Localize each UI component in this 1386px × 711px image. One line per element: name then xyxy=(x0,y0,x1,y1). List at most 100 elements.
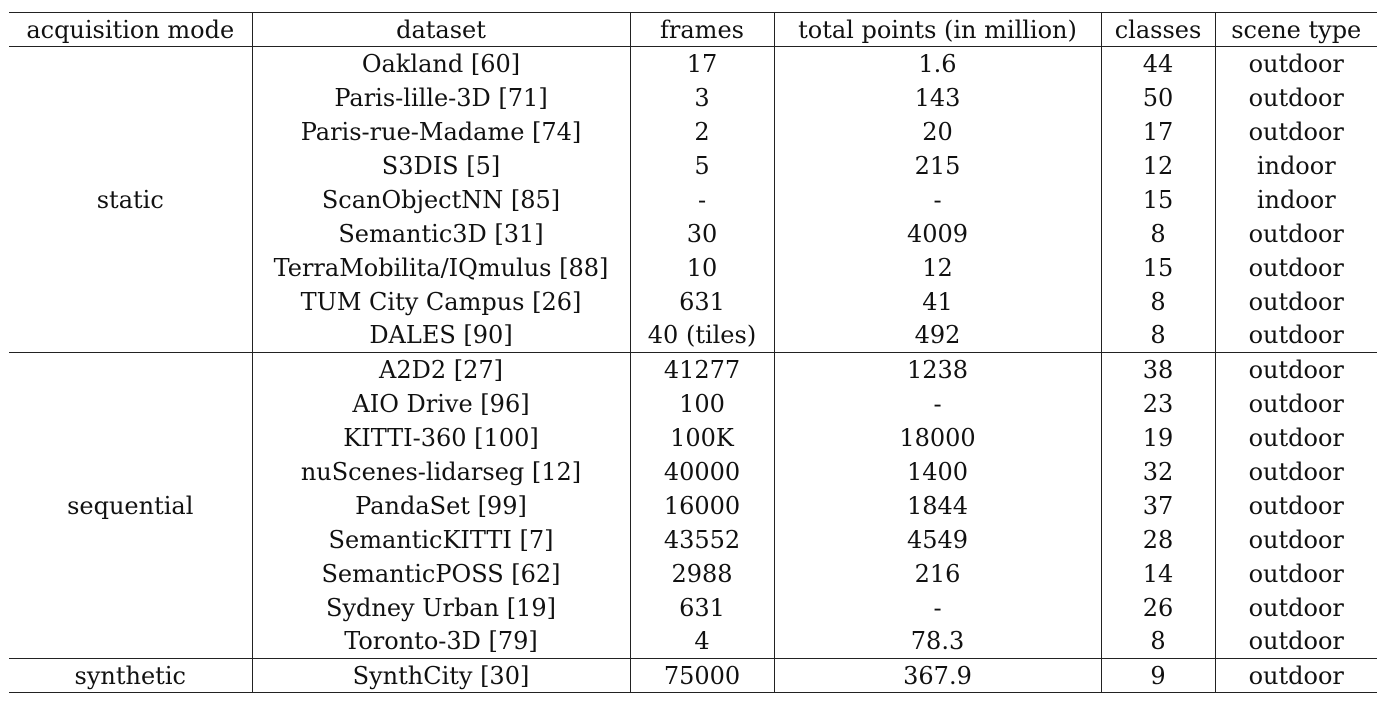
table-row: SemanticKITTI [7] 43552 4549 28 outdoor xyxy=(9,522,1377,557)
table-row: sequential A2D2 [27] 41277 1238 38 outdoor xyxy=(9,352,1377,659)
frames-cell: 75000 xyxy=(629,658,774,693)
total-points-cell: 4009 xyxy=(773,216,1101,251)
total-points-cell: 215 xyxy=(773,148,1101,183)
frames-cell: 5 xyxy=(629,148,774,183)
scene-type-cell: outdoor xyxy=(1214,624,1377,659)
table-row: Paris-rue-Madame [74] 2 20 17 outdoor xyxy=(9,114,1377,149)
frames-cell: 30 xyxy=(629,216,774,251)
total-points-cell: - xyxy=(773,386,1101,421)
total-points-cell: 4549 xyxy=(773,522,1101,557)
classes-cell: 37 xyxy=(1100,488,1215,523)
classes-cell: 8 xyxy=(1100,216,1215,251)
table-row: DALES [90] 40 (tiles) 492 8 outdoor xyxy=(9,318,1377,353)
classes-cell: 26 xyxy=(1100,590,1215,625)
header-total-points: total points (in million) xyxy=(773,12,1101,47)
table-row: synthetic SynthCity [30] 75000 367.9 9 outdoo… xyxy=(9,658,1377,693)
scene-type-cell: indoor xyxy=(1214,148,1377,183)
scene-type-cell: outdoor xyxy=(1214,216,1377,251)
classes-cell: 28 xyxy=(1100,522,1215,557)
classes-cell: 8 xyxy=(1100,284,1215,319)
total-points-cell: 12 xyxy=(773,250,1101,285)
frames-cell: 2988 xyxy=(629,556,774,591)
classes-cell: 14 xyxy=(1100,556,1215,591)
classes-cell: 12 xyxy=(1100,148,1215,183)
dataset-cell: TUM City Campus [26] xyxy=(251,284,630,319)
table-row: PandaSet [99] 16000 1844 37 outdoor xyxy=(9,488,1377,523)
total-points-cell: 1400 xyxy=(773,454,1101,489)
total-points-cell: 367.9 xyxy=(773,658,1101,693)
dataset-cell: TerraMobilita/IQmulus [88] xyxy=(251,250,630,285)
total-points-cell: - xyxy=(773,182,1101,217)
scene-type-cell: outdoor xyxy=(1214,488,1377,523)
scene-type-cell: outdoor xyxy=(1214,454,1377,489)
scene-type-cell: outdoor xyxy=(1214,80,1377,115)
frames-cell: 16000 xyxy=(629,488,774,523)
table-row: KITTI-360 [100] 100K 18000 19 outdoor xyxy=(9,420,1377,455)
header-classes: classes xyxy=(1100,12,1215,47)
classes-cell: 44 xyxy=(1100,46,1215,81)
dataset-cell: Oakland [60] xyxy=(251,46,630,81)
total-points-cell: 143 xyxy=(773,80,1101,115)
table-row: nuScenes-lidarseg [12] 40000 1400 32 outdoor xyxy=(9,454,1377,489)
classes-cell: 15 xyxy=(1100,182,1215,217)
classes-cell: 32 xyxy=(1100,454,1215,489)
dataset-cell: PandaSet [99] xyxy=(251,488,630,523)
table-row: S3DIS [5] 5 215 12 indoor xyxy=(9,148,1377,183)
dataset-cell: A2D2 [27] xyxy=(251,352,630,387)
table-row: Paris-lille-3D [71] 3 143 50 outdoor xyxy=(9,80,1377,115)
header-row: acquisition mode dataset frames total po… xyxy=(9,12,1377,47)
group-sequential: sequential A2D2 [27] 41277 1238 38 outdoor AIO… xyxy=(9,352,1377,659)
scene-type-cell: outdoor xyxy=(1214,420,1377,455)
total-points-cell: 216 xyxy=(773,556,1101,591)
table-row: static Oakland [60] 17 1.6 44 outdoor xyxy=(9,46,1377,353)
dataset-cell: nuScenes-lidarseg [12] xyxy=(251,454,630,489)
total-points-cell: 20 xyxy=(773,114,1101,149)
dataset-cell: Semantic3D [31] xyxy=(251,216,630,251)
table-row: Sydney Urban [19] 631-26 outdoor xyxy=(9,590,1377,625)
classes-cell: 19 xyxy=(1100,420,1215,455)
acquisition-mode-cell: synthetic xyxy=(9,658,253,693)
dataset-cell: Paris-rue-Madame [74] xyxy=(251,114,630,149)
scene-type-cell: outdoor xyxy=(1214,386,1377,421)
scene-type-cell: outdoor xyxy=(1214,318,1377,353)
total-points-cell: 78.3 xyxy=(773,624,1101,659)
dataset-cell: AIO Drive [96] xyxy=(251,386,630,421)
table-row: ScanObjectNN [85] - -15 indoor xyxy=(9,182,1377,217)
classes-cell: 15 xyxy=(1100,250,1215,285)
frames-cell: 10 xyxy=(629,250,774,285)
classes-cell: 17 xyxy=(1100,114,1215,149)
dataset-table-container: acquisition mode dataset frames total po… xyxy=(9,12,1377,693)
frames-cell: 2 xyxy=(629,114,774,149)
dataset-cell: S3DIS [5] xyxy=(251,148,630,183)
scene-type-cell: outdoor xyxy=(1214,556,1377,591)
table-row: Semantic3D [31] 30 4009 8 outdoor xyxy=(9,216,1377,251)
total-points-cell: 1238 xyxy=(773,352,1101,387)
scene-type-cell: outdoor xyxy=(1214,114,1377,149)
table-row: SemanticPOSS [62] 2988 216 14 outdoor xyxy=(9,556,1377,591)
group-synthetic: synthetic SynthCity [30] 75000 367.9 9 outdoo… xyxy=(9,658,1377,693)
frames-cell: 40000 xyxy=(629,454,774,489)
dataset-cell: KITTI-360 [100] xyxy=(251,420,630,455)
header-acquisition-mode: acquisition mode xyxy=(26,15,235,44)
header-scene-type: scene type xyxy=(1214,12,1377,47)
scene-type-cell: outdoor xyxy=(1214,46,1377,81)
acquisition-mode-cell: sequential xyxy=(9,352,253,659)
scene-type-cell: indoor xyxy=(1214,182,1377,217)
classes-cell: 8 xyxy=(1100,624,1215,659)
classes-cell: 8 xyxy=(1100,318,1215,353)
scene-type-cell: outdoor xyxy=(1214,352,1377,387)
dataset-cell: ScanObjectNN [85] xyxy=(251,182,630,217)
dataset-cell: DALES [90] xyxy=(251,318,630,353)
frames-cell: - xyxy=(629,182,774,217)
frames-cell: 100 xyxy=(629,386,774,421)
classes-cell: 50 xyxy=(1100,80,1215,115)
table-row: AIO Drive [96] 100-23 outdoor xyxy=(9,386,1377,421)
frames-cell: 3 xyxy=(629,80,774,115)
acquisition-mode-cell: static xyxy=(9,46,253,353)
scene-type-cell: outdoor xyxy=(1214,250,1377,285)
total-points-cell: 18000 xyxy=(773,420,1101,455)
frames-cell: 17 xyxy=(629,46,774,81)
classes-cell: 23 xyxy=(1100,386,1215,421)
dataset-cell: SemanticPOSS [62] xyxy=(251,556,630,591)
scene-type-cell: outdoor xyxy=(1214,522,1377,557)
